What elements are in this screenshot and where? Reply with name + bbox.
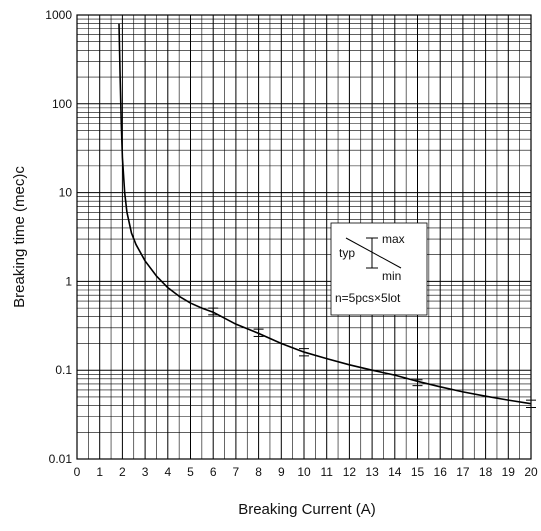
x-tick-label: 2 — [119, 465, 126, 479]
series — [118, 23, 532, 405]
y-tick-label: 0.1 — [55, 363, 72, 377]
error-bar — [208, 307, 219, 316]
legend-min-label: min — [382, 269, 401, 283]
plot-frame — [76, 14, 532, 460]
x-tick-label: 3 — [142, 465, 149, 479]
error-bar — [299, 348, 309, 357]
x-tick-label: 8 — [255, 465, 262, 479]
y-tick-label: 1000 — [45, 8, 72, 22]
x-tick-label: 18 — [479, 465, 493, 479]
legend-note: n=5pcs×5lot — [335, 291, 401, 305]
x-tick-label: 7 — [233, 465, 240, 479]
error-bar — [412, 379, 423, 387]
x-tick-label: 10 — [297, 465, 311, 479]
y-tick-labels: 0.01 0.1 1 10 100 1000 — [45, 8, 72, 466]
x-tick-label: 15 — [411, 465, 425, 479]
x-tick-label: 12 — [343, 465, 357, 479]
y-tick-label: 100 — [52, 97, 72, 111]
x-tick-label: 9 — [278, 465, 285, 479]
series-line — [118, 23, 532, 405]
x-axis-title: Breaking Current (A) — [238, 501, 376, 518]
x-tick-label: 13 — [365, 465, 379, 479]
x-tick-label: 20 — [524, 465, 538, 479]
x-tick-label: 0 — [74, 465, 81, 479]
y-axis-title: Breaking time (mec)c — [11, 166, 28, 308]
x-tick-labels: 0 1 2 3 4 5 6 7 8 9 10 11 12 13 14 15 16 17 18 19 20 — [74, 465, 538, 479]
y-tick-label: 10 — [59, 186, 73, 200]
y-tick-label: 0.01 — [49, 452, 73, 466]
grid — [76, 15, 532, 460]
x-tick-label: 16 — [434, 465, 448, 479]
legend-max-label: max — [382, 232, 405, 246]
error-bar — [253, 328, 264, 337]
x-tick-label: 17 — [456, 465, 470, 479]
x-tick-label: 19 — [502, 465, 516, 479]
x-tick-label: 6 — [210, 465, 217, 479]
x-tick-label: 1 — [96, 465, 103, 479]
legend-typ-label: typ — [339, 246, 355, 260]
y-tick-label: 1 — [65, 274, 72, 288]
x-tick-label: 5 — [187, 465, 194, 479]
x-tick-label: 11 — [320, 465, 333, 479]
legend: max typ min n=5pcs×5lot — [330, 222, 428, 316]
x-tick-label: 14 — [388, 465, 402, 479]
legend-typ-line — [345, 237, 402, 269]
x-tick-label: 4 — [164, 465, 171, 479]
